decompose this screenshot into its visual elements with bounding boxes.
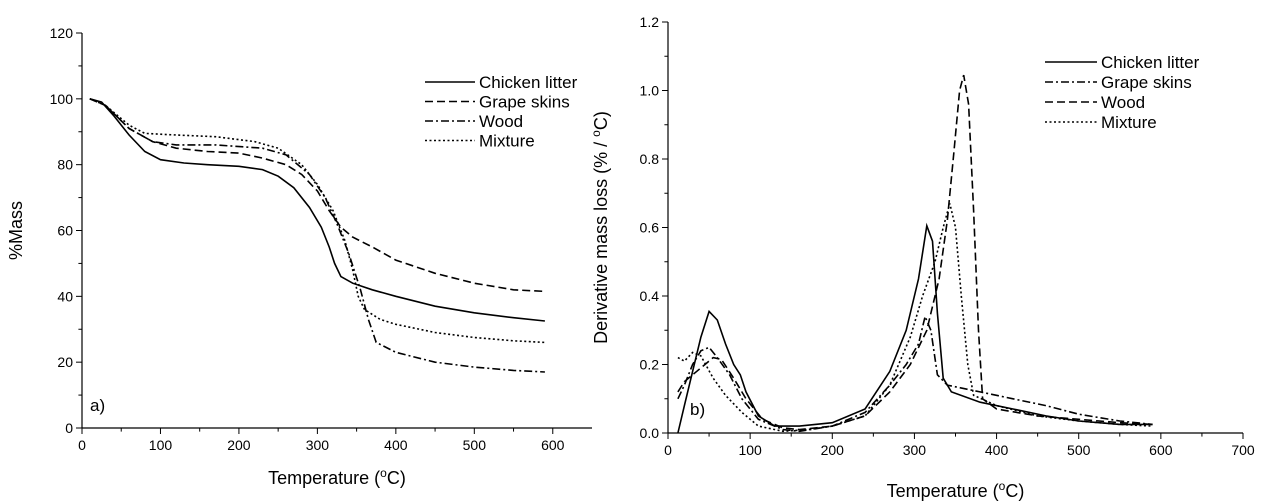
x-tick-label: 700 [1231, 442, 1255, 458]
x-tick-label: 500 [1067, 442, 1091, 458]
y-tick-label: 1.2 [640, 14, 660, 30]
x-tick-label: 200 [227, 437, 251, 453]
x-tick-label: 0 [78, 437, 86, 453]
x-tick-label: 500 [463, 437, 487, 453]
x-tick-label: 600 [1149, 442, 1173, 458]
y-tick-label: 60 [57, 223, 73, 239]
y-tick-label: 0.6 [640, 220, 660, 236]
x-tick-label: 100 [738, 442, 762, 458]
y-tick-label: 100 [50, 91, 74, 107]
series-line-wood [677, 74, 1153, 431]
y-tick-label: 0.4 [640, 288, 660, 304]
x-tick-label: 100 [149, 437, 173, 453]
series-line-wood [89, 98, 545, 373]
legend-label: Grape skins [479, 93, 570, 112]
x-tick-label: 200 [821, 442, 845, 458]
series-line-mixture [677, 203, 1153, 433]
panel-label: a) [90, 396, 105, 415]
x-tick-label: 300 [903, 442, 927, 458]
series-line-chicken-litter [89, 98, 545, 322]
chart-panel-a: 0 100 200 300 400 500 600 0 20 40 60 80 100 120 Temper… [6, 25, 592, 488]
x-tick-label: 600 [541, 437, 565, 453]
legend-label: Wood [1101, 93, 1145, 112]
legend-label: Chicken litter [479, 73, 578, 92]
x-axis-title: Temperature (oC) [887, 479, 1025, 501]
x-tick-label: 300 [306, 437, 330, 453]
panel-label: b) [690, 400, 705, 419]
y-tick-label: 80 [57, 157, 73, 173]
y-tick-label: 20 [57, 354, 73, 370]
y-tick-label: 120 [50, 25, 74, 41]
series-line-grape-skins [677, 313, 1153, 433]
x-axis-title: Temperature (oC) [268, 466, 406, 488]
x-tick-label: 400 [985, 442, 1009, 458]
legend-label: Grape skins [1101, 73, 1192, 92]
y-tick-label: 0.0 [640, 425, 660, 441]
y-tick-label: 0.2 [640, 357, 660, 373]
x-tick-label: 0 [664, 442, 672, 458]
y-tick-label: 1.0 [640, 83, 660, 99]
legend-label: Mixture [1101, 113, 1157, 132]
chart-panel-b: 0 100 200 300 400 500 600 700 0.0 0.2 0.4 0.6 0.8 1.0… [589, 14, 1255, 501]
series-line-mixture [89, 98, 545, 344]
y-tick-label: 0.8 [640, 151, 660, 167]
y-tick-label: 40 [57, 288, 73, 304]
legend-label: Chicken litter [1101, 53, 1200, 72]
x-tick-label: 400 [384, 437, 408, 453]
y-axis-title: Derivative mass loss (% / oC) [589, 111, 611, 344]
y-axis-title: %Mass [6, 201, 26, 260]
legend-label: Wood [479, 112, 523, 131]
legend-label: Mixture [479, 132, 535, 151]
y-tick-label: 0 [65, 420, 73, 436]
series-line-grape-skins [89, 98, 545, 293]
